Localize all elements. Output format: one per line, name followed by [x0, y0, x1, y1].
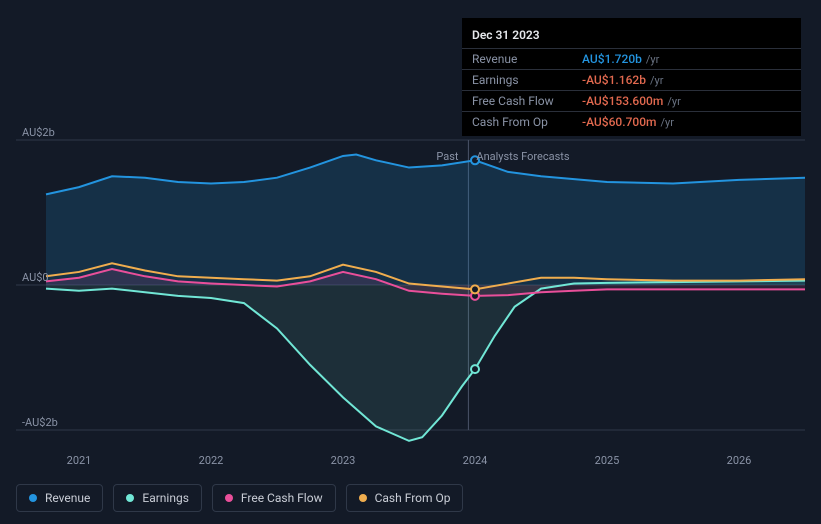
tooltip-row-label: Revenue	[472, 52, 582, 66]
y-tick-label: -AU$2b	[22, 416, 58, 429]
x-tick-label: 2024	[463, 454, 488, 467]
x-axis-labels: 2021 2022 2023 2024 2025 2026	[16, 454, 805, 474]
x-tick-label: 2022	[199, 454, 224, 467]
tooltip-row-suffix: /yr	[650, 74, 663, 87]
tooltip-row-value: -AU$153.600m	[582, 94, 663, 108]
legend-dot-icon	[126, 494, 134, 502]
tooltip-row-suffix: /yr	[661, 116, 674, 129]
y-tick-label: AU$0	[22, 271, 49, 284]
y-tick-label: AU$2b	[22, 126, 55, 139]
tooltip-row-value: -AU$60.700m	[582, 115, 657, 129]
x-tick-label: 2021	[67, 454, 92, 467]
tooltip-row-suffix: /yr	[646, 53, 659, 66]
legend-dot-icon	[359, 494, 367, 502]
tooltip-row-label: Cash From Op	[472, 115, 582, 129]
chart-svg	[16, 120, 805, 450]
tooltip-row-label: Free Cash Flow	[472, 94, 582, 108]
tooltip-row-value: AU$1.720b	[582, 52, 642, 66]
legend: Revenue Earnings Free Cash Flow Cash From O…	[16, 484, 463, 512]
tooltip-row: RevenueAU$1.720b/yr	[462, 48, 801, 69]
legend-item[interactable]: Cash From Op	[346, 484, 464, 512]
legend-item[interactable]: Revenue	[16, 484, 103, 512]
legend-dot-icon	[225, 494, 233, 502]
legend-label: Earnings	[142, 491, 189, 505]
legend-label: Free Cash Flow	[241, 491, 323, 505]
tooltip-row: Free Cash Flow-AU$153.600m/yr	[462, 90, 801, 111]
legend-dot-icon	[29, 494, 37, 502]
tooltip-title: Dec 31 2023	[462, 28, 801, 48]
tooltip-row-value: -AU$1.162b	[582, 73, 646, 87]
legend-label: Revenue	[45, 491, 90, 505]
x-tick-label: 2026	[727, 454, 752, 467]
x-tick-label: 2023	[331, 454, 356, 467]
past-label: Past	[436, 150, 458, 163]
x-tick-label: 2025	[595, 454, 620, 467]
tooltip: Dec 31 2023 RevenueAU$1.720b/yrEarnings-…	[462, 18, 801, 136]
legend-label: Cash From Op	[375, 491, 451, 505]
legend-item[interactable]: Free Cash Flow	[212, 484, 336, 512]
chart-area	[16, 120, 805, 450]
legend-item[interactable]: Earnings	[113, 484, 202, 512]
tooltip-row-label: Earnings	[472, 73, 582, 87]
tooltip-row-suffix: /yr	[667, 95, 680, 108]
tooltip-row: Earnings-AU$1.162b/yr	[462, 69, 801, 90]
forecast-label: Analysts Forecasts	[476, 150, 569, 163]
tooltip-row: Cash From Op-AU$60.700m/yr	[462, 111, 801, 132]
